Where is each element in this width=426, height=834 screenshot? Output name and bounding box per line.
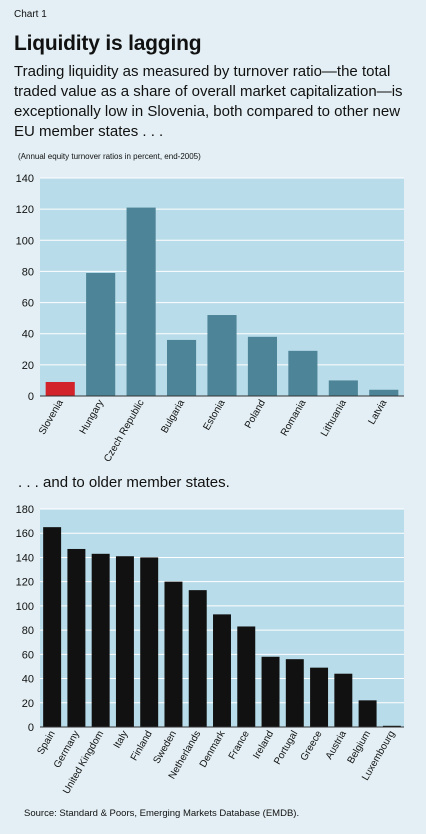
y-tick-label: 60 — [22, 298, 34, 310]
y-tick-label: 20 — [22, 698, 34, 710]
y-tick-label: 0 — [28, 391, 34, 403]
x-tick-label: Romania — [279, 398, 309, 439]
bar-estonia — [207, 315, 237, 396]
bar-ireland — [261, 656, 280, 727]
bar-netherlands — [188, 590, 207, 727]
bar-poland — [247, 336, 278, 396]
y-tick-label: 160 — [16, 528, 34, 540]
y-tick-label: 40 — [22, 329, 34, 341]
bar-sweden — [164, 581, 183, 727]
y-tick-label: 100 — [16, 235, 34, 247]
chart-title: Liquidity is lagging — [14, 32, 202, 55]
bar-united-kingdom — [91, 553, 110, 727]
x-tick-label: Slovenia — [37, 398, 66, 437]
y-tick-label: 0 — [28, 722, 34, 734]
bar-slovenia — [45, 381, 75, 396]
bar-romania — [288, 350, 318, 396]
bar-finland — [140, 557, 159, 727]
bar-lithuania — [328, 380, 358, 396]
x-tick-label: Estonia — [201, 398, 227, 433]
x-tick-label: Portugal — [272, 729, 300, 767]
x-tick-label: Ireland — [251, 729, 276, 761]
x-tick-label: Latvia — [367, 398, 390, 427]
x-tick-label: Finland — [129, 729, 155, 763]
bar-czech-republic — [126, 207, 156, 396]
x-tick-label: Greece — [299, 729, 325, 763]
bar-belgium — [358, 700, 377, 727]
x-tick-label: Lithuania — [319, 398, 349, 439]
bar-germany — [67, 548, 86, 727]
x-tick-label: Bulgaria — [159, 398, 187, 436]
y-tick-label: 120 — [16, 204, 34, 216]
x-tick-label: Italy — [112, 729, 131, 750]
bar-luxembourg — [382, 725, 401, 727]
bar-bulgaria — [166, 339, 197, 396]
y-tick-label: 80 — [22, 625, 34, 637]
x-tick-label: Austria — [324, 729, 349, 762]
x-tick-label: Czech Republic — [102, 398, 147, 464]
chart-subtitle: Trading liquidity as measured by turnove… — [14, 63, 403, 140]
bar-italy — [115, 556, 134, 727]
x-tick-label: Poland — [243, 398, 268, 430]
y-tick-label: 60 — [22, 649, 34, 661]
y-tick-label: 40 — [22, 674, 34, 686]
older-members-chart: 020406080100120140160180SpainGermanyUnit… — [16, 504, 404, 796]
bar-spain — [43, 527, 62, 727]
source-note: Source: Standard & Poors, Emerging Marke… — [24, 808, 300, 819]
bar-greece — [310, 667, 329, 727]
bar-austria — [334, 673, 353, 727]
y-tick-label: 140 — [16, 173, 34, 185]
bar-latvia — [369, 389, 399, 396]
older-members-label: . . . and to older member states. — [18, 474, 230, 491]
x-tick-label: Spain — [35, 729, 57, 757]
x-tick-label: Hungary — [78, 398, 106, 436]
bar-denmark — [213, 614, 231, 727]
x-tick-label: France — [227, 729, 252, 762]
y-tick-label: 180 — [16, 504, 34, 516]
y-tick-label: 100 — [16, 601, 34, 613]
bar-portugal — [285, 659, 304, 727]
chart-note: (Annual equity turnover ratios in percen… — [18, 152, 201, 161]
bar-hungary — [86, 272, 116, 396]
chart-number: Chart 1 — [14, 9, 47, 20]
y-tick-label: 20 — [22, 360, 34, 372]
bar-france — [237, 626, 256, 727]
y-tick-label: 80 — [22, 266, 34, 278]
y-tick-label: 140 — [16, 552, 34, 564]
y-tick-label: 120 — [16, 577, 34, 589]
